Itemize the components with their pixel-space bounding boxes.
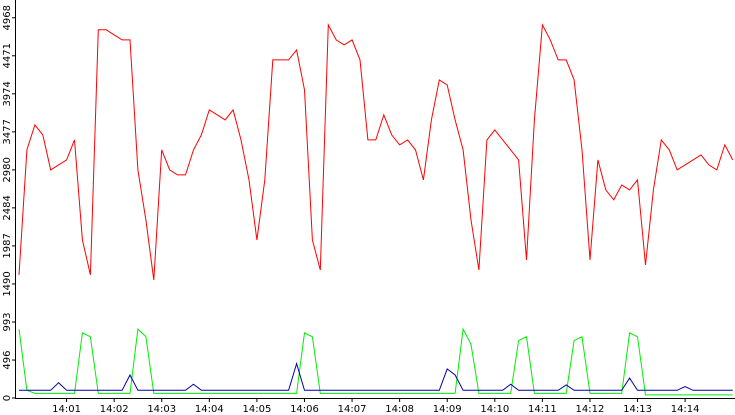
x-tick-label: 14:11	[528, 404, 557, 415]
x-tick-label: 14:03	[147, 404, 176, 415]
x-tick-label: 14:13	[623, 404, 652, 415]
x-tick-label: 14:08	[385, 404, 414, 415]
y-tick-label: 4968	[2, 5, 13, 30]
series-line	[18, 22, 734, 281]
y-tick-label: 496	[2, 350, 13, 369]
y-tick-label: 1490	[2, 271, 13, 296]
x-tick-label: 14:04	[195, 404, 224, 415]
x-tick-label: 14:10	[480, 404, 509, 415]
series-line	[18, 327, 733, 396]
y-tick-label: 3974	[2, 81, 13, 106]
x-tick-label: 14:05	[242, 404, 271, 415]
x-tick-label: 14:12	[576, 404, 605, 415]
y-tick-label: 4471	[2, 43, 13, 68]
y-tick-label: 3477	[2, 119, 13, 144]
y-tick-label: 0	[2, 395, 13, 401]
x-tick-label: 14:14	[671, 404, 700, 415]
y-tick-label: 2484	[2, 195, 13, 220]
y-tick-label: 1987	[2, 233, 13, 258]
y-tick-label: 993	[2, 312, 13, 331]
x-tick-label: 14:09	[433, 404, 462, 415]
x-tick-label: 14:02	[100, 404, 129, 415]
x-tick-label: 14:07	[338, 404, 367, 415]
y-tick-label: 2980	[2, 157, 13, 182]
x-tick-label: 14:01	[52, 404, 81, 415]
x-tick-label: 14:06	[290, 404, 319, 415]
series-line	[19, 361, 733, 391]
